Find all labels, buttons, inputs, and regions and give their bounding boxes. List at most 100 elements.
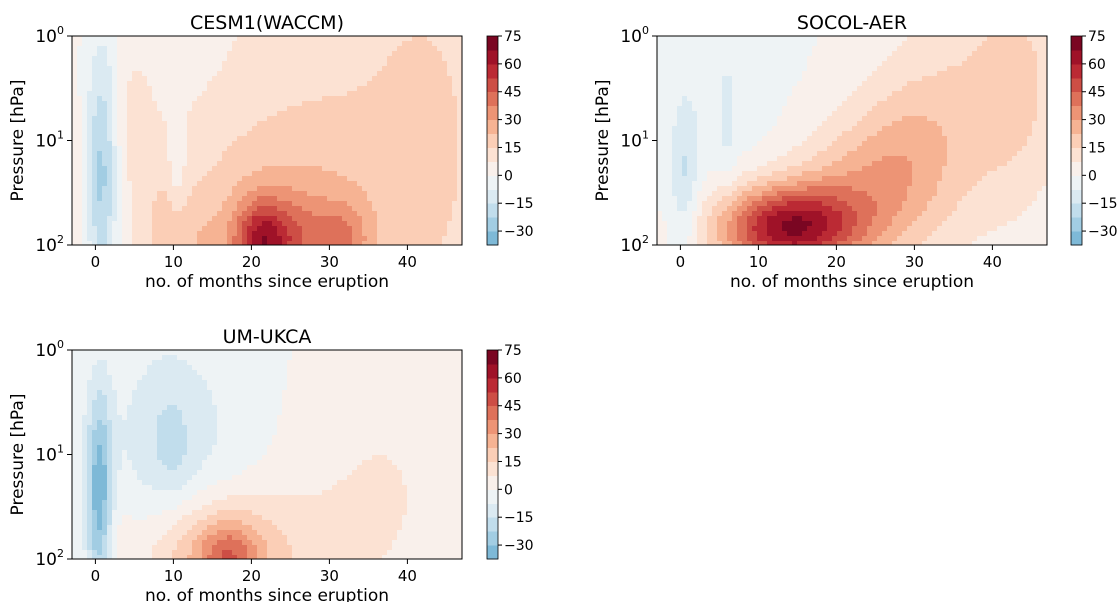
contour-cell (912, 136, 917, 141)
contour-cell (442, 166, 447, 171)
contour-cell (327, 216, 332, 221)
contour-cell (1012, 71, 1017, 76)
contour-cell (157, 236, 162, 241)
contour-cell (837, 76, 842, 81)
contour-cell (717, 116, 722, 121)
contour-cell (227, 101, 232, 106)
contour-cell (267, 196, 272, 201)
contour-cell (117, 161, 122, 166)
contour-cell (277, 181, 282, 186)
contour-cell (392, 71, 397, 76)
contour-cell (1012, 46, 1017, 51)
contour-cell (317, 221, 322, 226)
contour-cell (852, 116, 857, 121)
contour-cell (167, 71, 172, 76)
contour-cell (307, 91, 312, 96)
contour-cell (927, 56, 932, 61)
contour-cell (742, 81, 747, 86)
contour-cell (157, 141, 162, 146)
contour-cell (737, 51, 742, 56)
contour-cell (282, 226, 287, 231)
contour-cell (407, 186, 412, 191)
contour-cell (787, 106, 792, 111)
contour-cell (757, 36, 762, 41)
contour-cell (347, 86, 352, 91)
contour-cell (87, 66, 92, 71)
contour-cell (657, 111, 662, 116)
contour-cell (97, 96, 102, 101)
contour-cell (767, 51, 772, 56)
contour-cell (247, 71, 252, 76)
contour-cell (232, 91, 237, 96)
contour-cell (207, 56, 212, 61)
contour-cell (772, 106, 777, 111)
contour-cell (177, 146, 182, 151)
contour-cell (397, 61, 402, 66)
contour-cell (162, 71, 167, 76)
contour-cell (1042, 126, 1047, 131)
contour-cell (947, 51, 952, 56)
contour-cell (1007, 101, 1012, 106)
contour-cell (817, 106, 822, 111)
y-tick-exponent: 2 (57, 233, 64, 246)
contour-cell (332, 136, 337, 141)
contour-cell (702, 111, 707, 116)
contour-cell (257, 61, 262, 66)
contour-cell (252, 161, 257, 166)
contour-cell (247, 51, 252, 56)
contour-cell (102, 116, 107, 121)
contour-cell (102, 61, 107, 66)
contour-cell (327, 171, 332, 176)
contour-cell (252, 226, 257, 231)
contour-cell (312, 156, 317, 161)
contour-cell (312, 116, 317, 121)
contour-cell (892, 131, 897, 136)
contour-cell (442, 36, 447, 41)
contour-cell (182, 61, 187, 66)
contour-cell (362, 61, 367, 66)
contour-cell (967, 46, 972, 51)
contour-cell (897, 66, 902, 71)
contour-cell (382, 121, 387, 126)
contour-cell (697, 101, 702, 106)
contour-cell (92, 216, 97, 221)
contour-cell (812, 71, 817, 76)
contour-cell (127, 186, 132, 191)
contour-cell (262, 186, 267, 191)
contour-cell (917, 46, 922, 51)
contour-cell (377, 71, 382, 76)
contour-cell (742, 66, 747, 71)
contour-cell (412, 171, 417, 176)
contour-cell (152, 141, 157, 146)
contour-cell (1017, 96, 1022, 101)
contour-cell (162, 41, 167, 46)
contour-cell (312, 186, 317, 191)
contour-cell (742, 61, 747, 66)
contour-cell (117, 116, 122, 121)
contour-cell (287, 56, 292, 61)
contour-cell (297, 81, 302, 86)
contour-cell (452, 216, 457, 221)
contour-cell (707, 131, 712, 136)
contour-cell (82, 181, 87, 186)
contour-cell (932, 71, 937, 76)
contour-cell (372, 161, 377, 166)
contour-cell (77, 236, 82, 241)
contour-cell (212, 111, 217, 116)
contour-cell (257, 116, 262, 121)
contour-cell (907, 131, 912, 136)
contour-cell (222, 236, 227, 241)
contour-cell (887, 71, 892, 76)
contour-cell (337, 161, 342, 166)
contour-cell (132, 71, 137, 76)
contour-cell (932, 111, 937, 116)
contour-cell (187, 211, 192, 216)
contour-cell (822, 136, 827, 141)
contour-cell (1012, 101, 1017, 106)
contour-cell (312, 181, 317, 186)
contour-cell (847, 61, 852, 66)
contour-cell (277, 111, 282, 116)
contour-cell (192, 186, 197, 191)
contour-cell (282, 146, 287, 151)
contour-cell (447, 176, 452, 181)
